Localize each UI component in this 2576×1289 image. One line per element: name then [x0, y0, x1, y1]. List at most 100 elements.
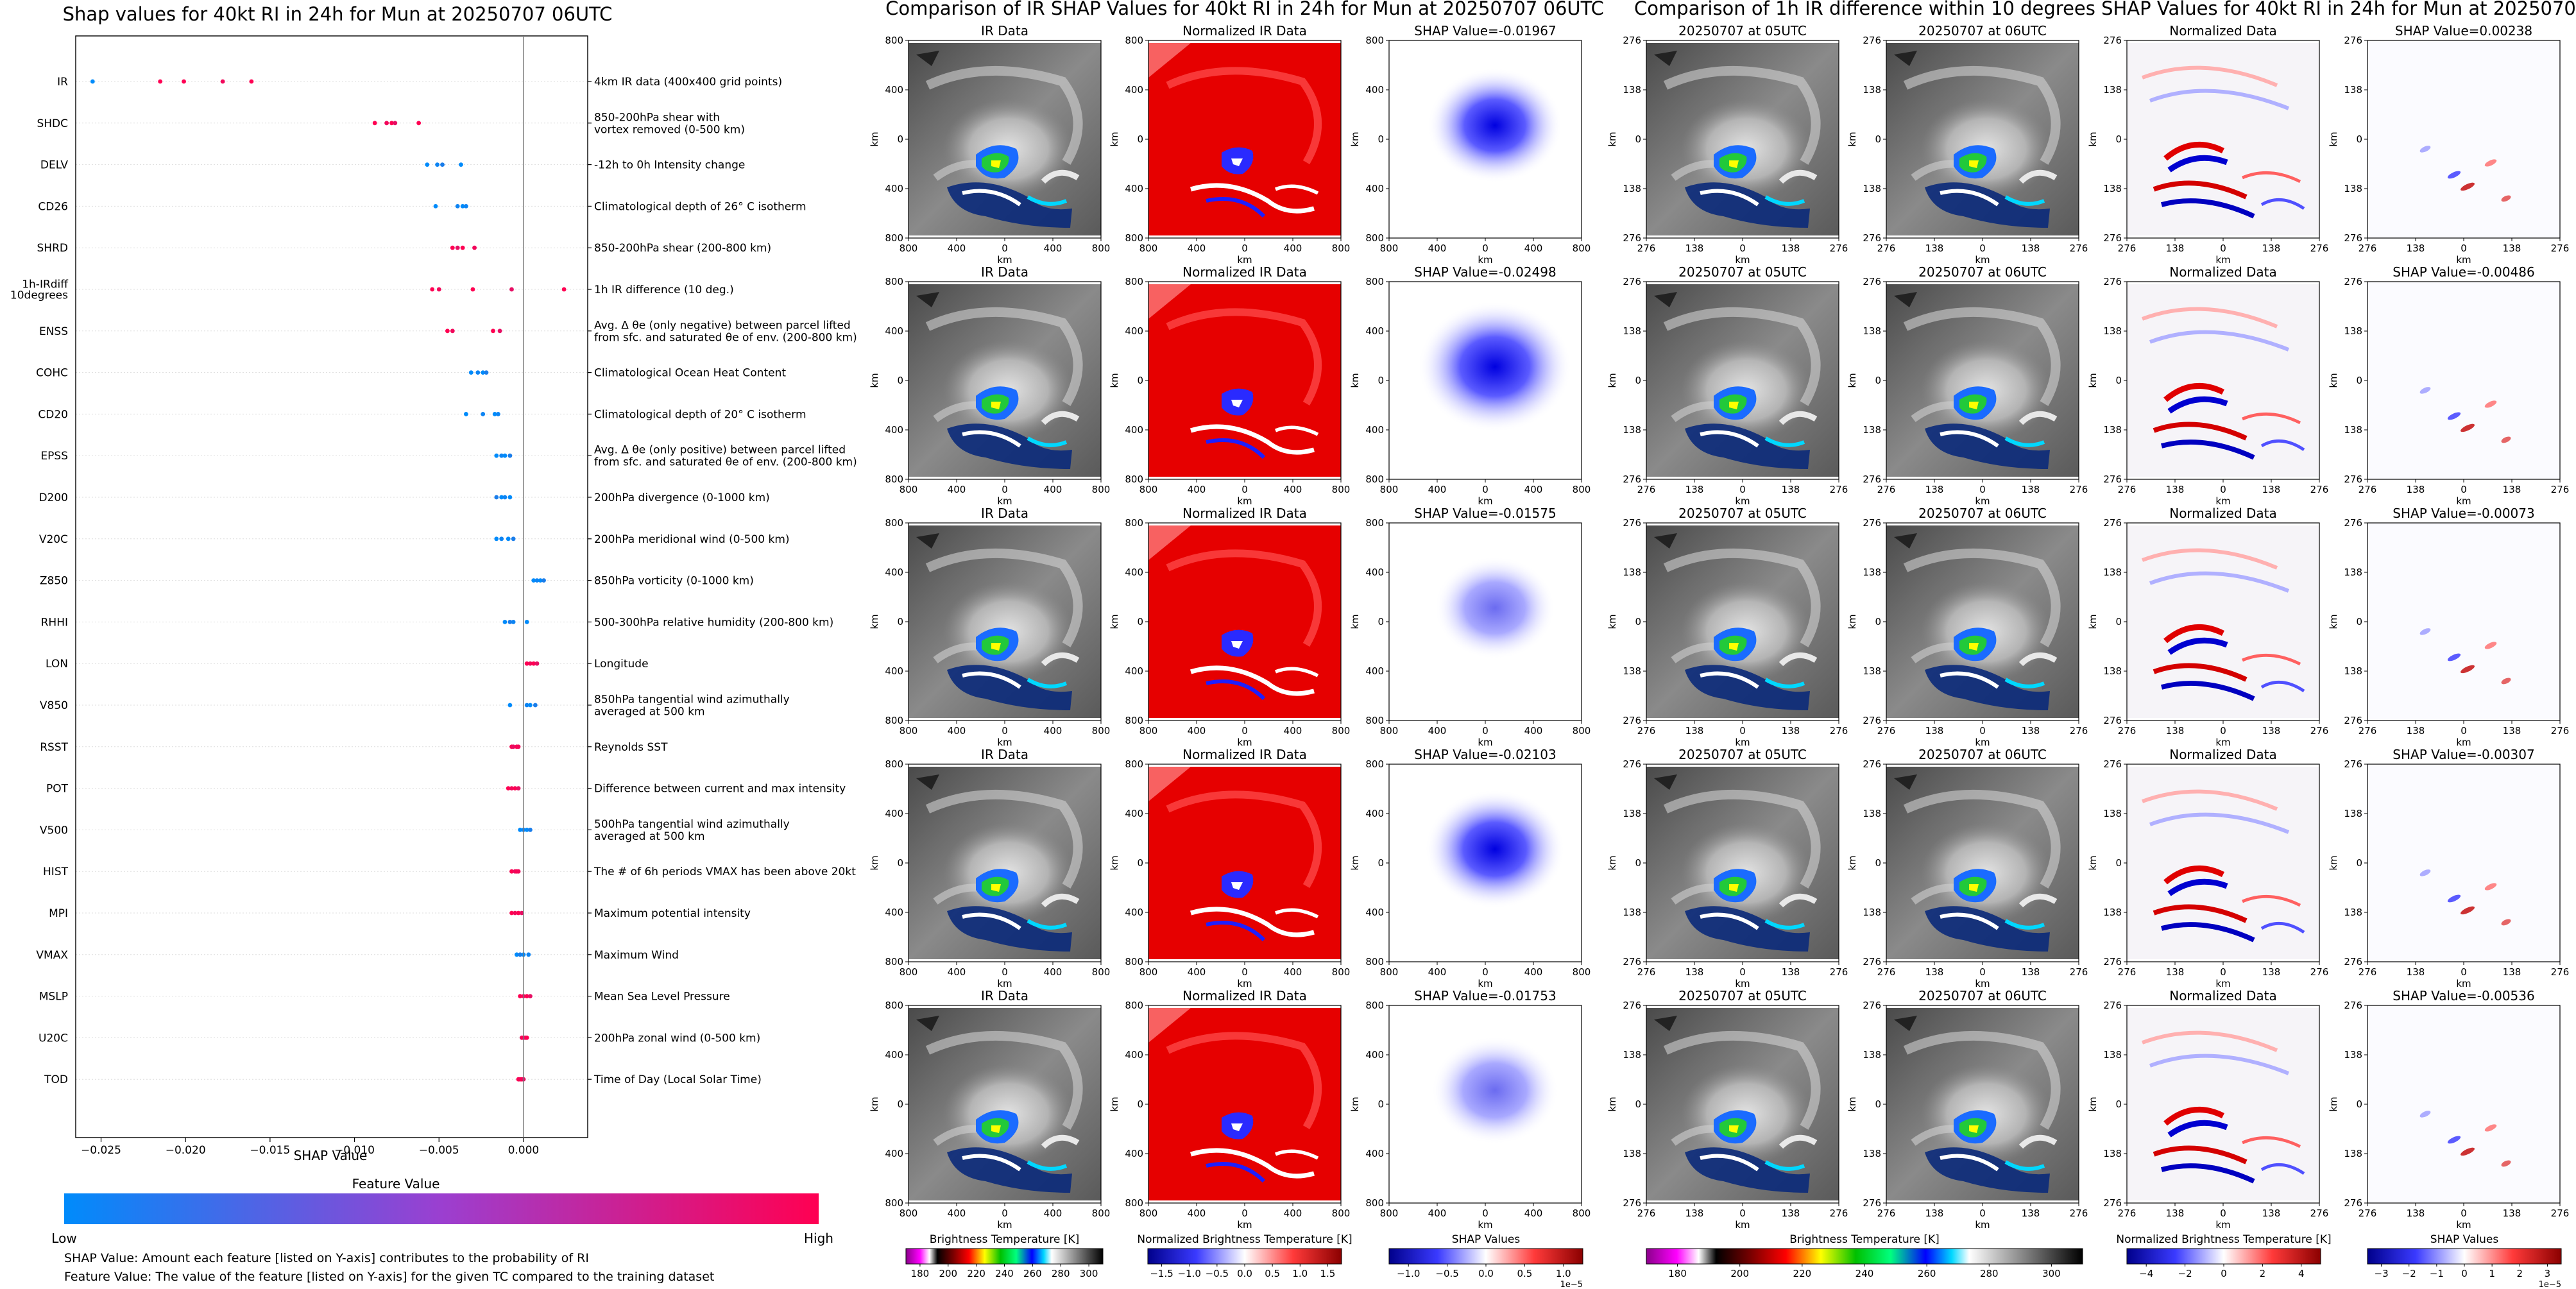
panel-title: Normalized Data [2169, 23, 2277, 38]
y-axis-label: km [1109, 855, 1120, 870]
y-tick-label: 276 [2344, 474, 2362, 485]
shap-point [440, 162, 445, 167]
x-tick-label: 400 [1524, 1208, 1543, 1219]
colorbar-tick-label: 180 [911, 1268, 930, 1279]
y-tick-label: 0 [1875, 375, 1881, 386]
x-tick-label: 800 [1139, 966, 1158, 978]
shap-point [511, 620, 516, 624]
shap-point [516, 786, 521, 790]
y-tick-label: 0 [897, 616, 903, 627]
x-tick-label: 400 [1428, 484, 1447, 495]
y-tick-label: 138 [2103, 808, 2122, 819]
y-tick-label: 276 [2344, 956, 2362, 968]
x-tick-label: 800 [1573, 1208, 1591, 1219]
y-tick-label: 0 [897, 133, 903, 145]
y-tick-label: 276 [2103, 474, 2122, 485]
y-tick-label: 276 [1623, 956, 1641, 968]
x-tick-label: 0 [1241, 243, 1248, 254]
panel-title: IR Data [981, 988, 1028, 1003]
x-tick-label: 400 [1428, 725, 1447, 737]
x-tick-label: 0 [1739, 966, 1746, 978]
x-tick-label: 800 [900, 725, 918, 737]
x-tick-label: 800 [1380, 484, 1399, 495]
shap-diff-map-background [2367, 1005, 2560, 1203]
y-tick-label: 276 [2103, 758, 2122, 770]
y-axis-label: km [1349, 855, 1361, 870]
colorbar-tick-label: 280 [1980, 1268, 1999, 1279]
shap-point [528, 661, 533, 666]
shap-point [481, 412, 486, 416]
shap-hotspot [1427, 68, 1563, 183]
feature-description-label: 1h IR difference (10 deg.) [594, 284, 734, 296]
ir-satellite-image [908, 1008, 1101, 1200]
x-tick-label: 138 [1925, 484, 1944, 495]
x-tick-label: 138 [1685, 725, 1704, 737]
y-axis-label: km [1349, 373, 1361, 388]
panel-title: 20250707 at 06UTC [1918, 23, 2047, 38]
y-tick-label: 276 [2103, 956, 2122, 968]
shap-point [524, 1036, 529, 1040]
y-axis-label: km [1607, 1097, 1618, 1111]
feature-tick-label: MPI [49, 907, 68, 920]
feature-description-label: Mean Sea Level Pressure [594, 991, 730, 1003]
colorbar-label: Brightness Temperature [K] [1789, 1233, 1939, 1246]
panel-title: IR Data [981, 506, 1028, 521]
y-tick-label: 138 [2103, 84, 2122, 96]
x-tick-label: 0 [2220, 725, 2226, 737]
y-tick-label: 400 [1365, 183, 1384, 194]
x-tick-label: 0 [1739, 725, 1746, 737]
y-tick-label: 400 [1365, 808, 1384, 819]
x-axis-label: km [2215, 254, 2230, 266]
x-tick-label: 138 [1685, 243, 1704, 254]
y-tick-label: 0 [2356, 1098, 2362, 1110]
shap-diff-speckle [2419, 146, 2431, 153]
normalized-ir-image [1148, 1008, 1341, 1200]
panel-title: IR Data [981, 747, 1028, 762]
y-axis-label: km [869, 614, 880, 629]
panel-title: SHAP Value=-0.00536 [2393, 988, 2534, 1003]
x-tick-label: 0 [1979, 243, 1986, 254]
colorbar-tick-label: 0.0 [1478, 1268, 1494, 1279]
y-tick-label: 138 [2344, 424, 2362, 436]
x-tick-label: 0 [2220, 966, 2226, 978]
x-tick-label: 400 [1188, 484, 1206, 495]
feature-description-label: Time of Day (Local Solar Time) [593, 1073, 762, 1086]
shap-point [524, 828, 529, 832]
x-tick-label: 800 [1573, 484, 1591, 495]
shap-point [90, 79, 95, 84]
shap-point [524, 661, 529, 666]
x-tick-label: 138 [1685, 966, 1704, 978]
y-tick-label: 400 [1125, 84, 1143, 96]
x-tick-label: 0 [2461, 1208, 2467, 1219]
colorbar-low-label: Low [51, 1231, 76, 1246]
shap-point [496, 412, 500, 416]
shap-point [509, 910, 514, 916]
shap-point [506, 786, 511, 790]
y-tick-label: 0 [1635, 857, 1641, 869]
y-tick-label: 800 [1365, 474, 1384, 485]
shap-diff-speckle [2447, 653, 2461, 662]
x-tick-label: 0 [1241, 725, 1248, 737]
y-tick-label: 800 [885, 1197, 903, 1209]
feature-value-colorbar-title: Feature Value [352, 1176, 440, 1191]
y-axis-label: km [1109, 614, 1120, 629]
y-tick-label: 138 [2103, 665, 2122, 677]
image-panel: 20250707 at 05UTC27627613813800138138276… [1607, 506, 1848, 748]
y-axis-label: km [869, 132, 880, 146]
summary-marks: IR 4km IR data (400x400 grid points) SHDC 8… [10, 36, 857, 1157]
y-tick-label: 138 [1863, 84, 1881, 96]
normalized-difference-image [2127, 767, 2319, 959]
shap-point [445, 329, 450, 334]
shap-diff-speckle [2484, 400, 2497, 408]
x-axis-label: km [1478, 978, 1492, 989]
feature-tick-label: MSLP [39, 991, 68, 1003]
x-tick-label: 138 [2166, 484, 2185, 495]
x-tick-label: 0 [1482, 484, 1488, 495]
x-tick-label: 276 [1877, 725, 1896, 737]
x-tick-label: 800 [1092, 725, 1111, 737]
image-panel: 20250707 at 06UTC27627613813800138138276… [1847, 747, 2088, 989]
y-tick-label: 276 [1863, 474, 1881, 485]
x-tick-label: 138 [2407, 484, 2425, 495]
x-tick-label: 800 [1332, 484, 1351, 495]
shap-point [384, 121, 389, 126]
